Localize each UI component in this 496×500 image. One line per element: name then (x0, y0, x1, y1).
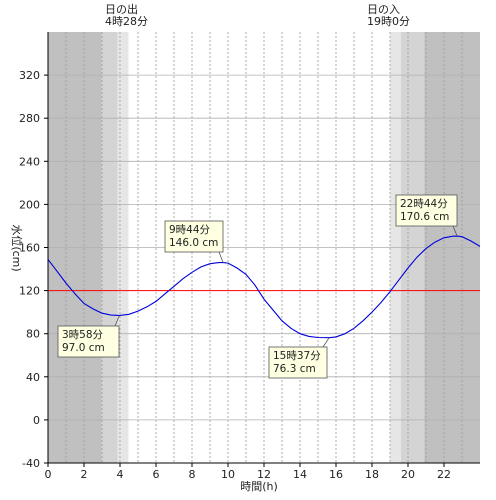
x-tick-label: 6 (153, 468, 160, 481)
y-tick-label: 280 (19, 112, 40, 125)
x-tick-label: 22 (437, 468, 451, 481)
annotation-leader (452, 225, 458, 237)
annotation-value: 76.3 cm (273, 363, 316, 375)
y-tick-label: 240 (19, 155, 40, 168)
annotation-value: 97.0 cm (62, 342, 105, 354)
annotation-box (395, 194, 458, 227)
x-tick-label: 8 (189, 468, 196, 481)
annotation-leader (114, 315, 120, 327)
y-tick-label: 40 (26, 371, 40, 384)
y-tick-label: 120 (19, 285, 40, 298)
y-tick-label: 320 (19, 69, 40, 82)
x-tick-label: 16 (329, 468, 343, 481)
annotation-box (164, 220, 224, 253)
x-tick-label: 10 (221, 468, 235, 481)
sunrise-title: 日の出 (105, 2, 138, 16)
tide-series-line (47, 235, 481, 339)
annotation-leader (322, 337, 330, 348)
annotation-time: 15時37分 (273, 350, 321, 362)
axes: -40 0 40 80 120 160 200 240 280 320 0 2 4 6 8 10 12 14 16 1… (19, 32, 480, 481)
y-axis-label: 水位(cm) (10, 224, 24, 271)
x-tick-label: 20 (401, 468, 415, 481)
annotation-leader (218, 251, 224, 263)
x-tick-label: 0 (45, 468, 52, 481)
series-group (47, 235, 481, 339)
sunset-title: 日の入 (367, 3, 400, 16)
annotation-box (57, 325, 120, 358)
annotation-time: 9時44分 (169, 224, 211, 236)
y-tick-label: 0 (33, 414, 40, 427)
x-tick-label: 14 (293, 468, 307, 481)
sunrise-time: 4時28分 (105, 15, 148, 28)
annotation-time: 3時58分 (62, 329, 104, 341)
x-tick-label: 2 (81, 468, 88, 481)
annotation-time: 22時44分 (400, 198, 448, 210)
annotation-value: 170.6 cm (400, 211, 449, 223)
sunset-time: 19時0分 (367, 15, 410, 28)
y-tick-label: 200 (19, 198, 40, 211)
x-axis-label: 時間(h) (240, 480, 278, 493)
x-tick-label: 12 (257, 468, 271, 481)
annotation-value: 146.0 cm (169, 237, 218, 249)
y-tick-label: 80 (26, 328, 40, 341)
y-tick-label: 160 (19, 242, 40, 255)
x-tick-label: 18 (365, 468, 379, 481)
x-tick-label: 4 (117, 468, 124, 481)
y-tick-label: -40 (22, 457, 40, 470)
annotation-box (268, 346, 328, 379)
